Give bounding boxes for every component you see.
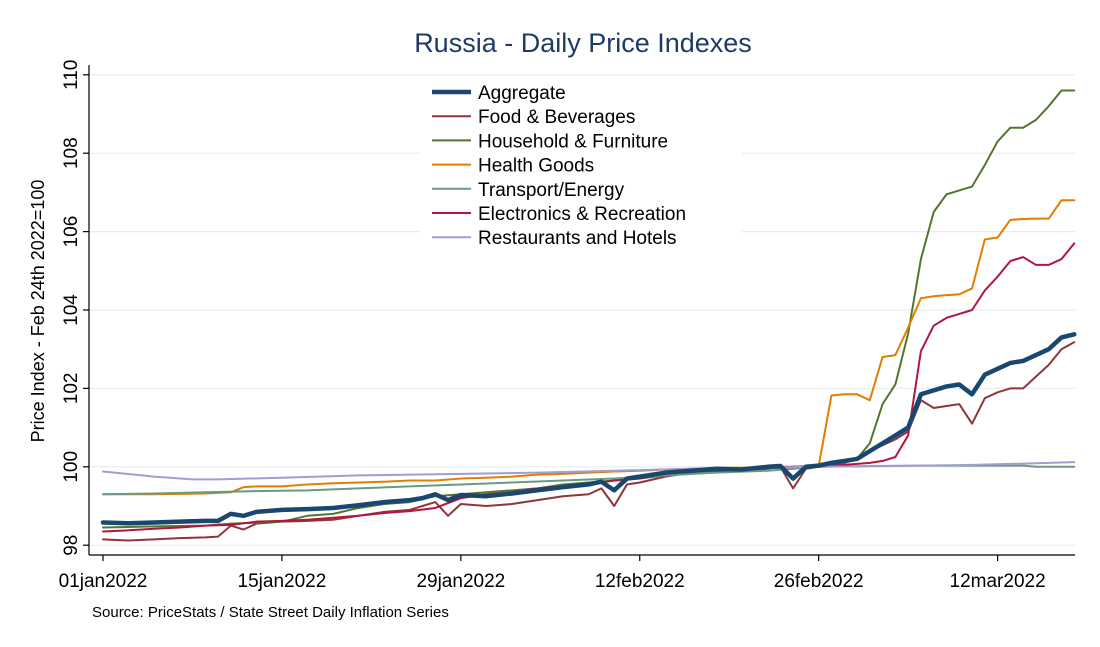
x-tick-label: 12feb2022 [595, 571, 685, 592]
y-tick-label: 100 [61, 451, 82, 483]
series-line-restaurants-and-hotels [102, 461, 1076, 481]
legend-label-electronics-recreation: Electronics & Recreation [478, 204, 686, 225]
series-line-food-beverages [102, 341, 1076, 542]
legend-label-aggregate: Aggregate [478, 83, 566, 104]
legend-label-food-beverages: Food & Beverages [478, 107, 635, 128]
x-tick-label: 15jan2022 [238, 571, 327, 592]
source-note: Source: PriceStats / State Street Daily … [92, 604, 449, 621]
series-lines [100, 89, 1077, 542]
legend-box [420, 78, 742, 254]
x-tick-label: 12mar2022 [950, 571, 1046, 592]
series-line-transport-energy [102, 464, 1076, 496]
series-line-aggregate [100, 332, 1077, 526]
y-tick-label: 108 [61, 137, 82, 169]
legend-label-transport-energy: Transport/Energy [478, 180, 625, 201]
y-axis-label: Price Index - Feb 24th 2022=100 [28, 180, 48, 443]
axes: 98 100 102 104 106 108 110 01jan2022 15jan2022 29… [59, 60, 1075, 592]
y-tick-label: 98 [61, 535, 82, 556]
y-tick-label: 102 [61, 373, 82, 405]
legend-label-restaurants-and-hotels: Restaurants and Hotels [478, 228, 677, 249]
x-tick-label: 26feb2022 [774, 571, 864, 592]
legend: Aggregate Food & Beverages Household & Fur… [420, 78, 742, 254]
y-tick-label: 104 [61, 294, 82, 326]
series-line-electronics-recreation [102, 242, 1076, 533]
x-tick-label: 29jan2022 [416, 571, 505, 592]
x-tick-label: 01jan2022 [59, 571, 148, 592]
y-tick-label: 106 [61, 216, 82, 248]
chart-title: Russia - Daily Price Indexes [414, 28, 752, 58]
legend-label-household-furniture: Household & Furniture [478, 131, 668, 152]
y-tick-label: 110 [61, 60, 82, 90]
legend-label-health-goods: Health Goods [478, 156, 594, 177]
